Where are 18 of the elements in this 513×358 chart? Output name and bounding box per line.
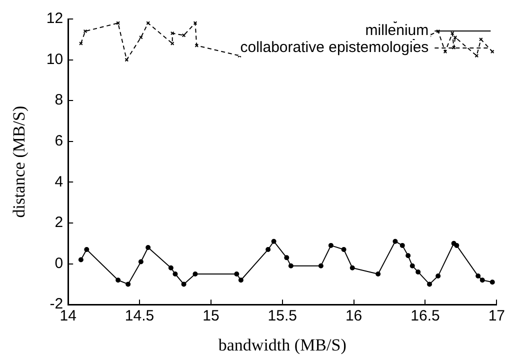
x-tick-label: 15.5: [268, 308, 297, 325]
x-tick-label: 16: [345, 308, 362, 325]
y-tick-label: 0: [54, 254, 64, 272]
x-tick-label: 14: [60, 308, 76, 325]
x-tick-label: 14.5: [124, 308, 154, 325]
y-tick-label: 4: [54, 173, 64, 190]
legend-label: collaborative epistemologies: [240, 39, 429, 56]
y-axis-title: distance (MB/S): [10, 106, 29, 218]
legend-label: millenium: [365, 22, 429, 40]
x-tick-label: 15: [202, 308, 220, 325]
y-tick-label: 2: [54, 214, 64, 232]
y-tick-label: 12: [46, 10, 64, 28]
x-tick-label: 16.5: [410, 308, 440, 325]
x-axis-title: bandwidth (MB/S): [218, 335, 346, 354]
y-tick-label: 10: [46, 50, 64, 68]
y-tick-label: 8: [54, 92, 64, 109]
x-tick-label: 17: [488, 308, 505, 325]
y-tick-label: 6: [54, 132, 64, 150]
